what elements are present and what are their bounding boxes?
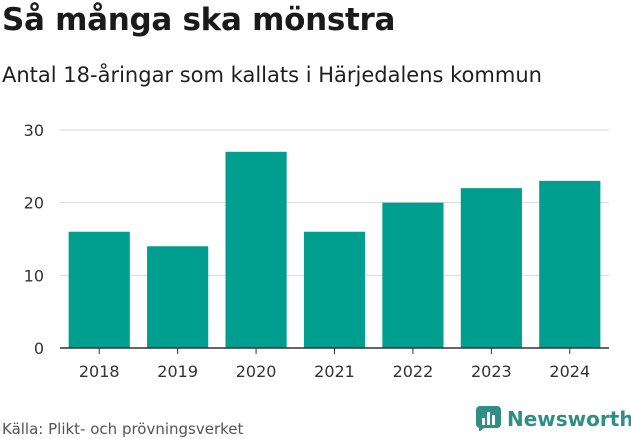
y-tick-label: 20 bbox=[24, 194, 44, 213]
x-tick-label: 2023 bbox=[471, 362, 512, 381]
newsworthy-logo-icon bbox=[476, 406, 501, 431]
bar-2018 bbox=[68, 231, 130, 348]
x-tick-label: 2022 bbox=[393, 362, 434, 381]
bar-chart: 0 10 20 30 2018 2019 2020 2021 2022 2023 2024 bbox=[24, 121, 609, 381]
y-tick-label: 30 bbox=[24, 121, 44, 140]
bar-2019 bbox=[147, 246, 209, 348]
bar-2021 bbox=[303, 231, 366, 348]
source-note: Källa: Plikt- och prövningsverket bbox=[2, 420, 244, 438]
chart-subtitle: Antal 18-åringar som kallats i Härjedale… bbox=[2, 63, 542, 87]
bar-2023 bbox=[460, 188, 522, 348]
x-tick-label: 2024 bbox=[549, 362, 590, 381]
y-tick-label: 10 bbox=[24, 266, 44, 285]
bar-2024 bbox=[539, 180, 601, 348]
x-tick-label: 2019 bbox=[157, 362, 198, 381]
bar-2022 bbox=[382, 202, 444, 348]
x-tick-label: 2021 bbox=[314, 362, 355, 381]
chart-title: Så många ska mönstra bbox=[2, 2, 396, 38]
brand-logo: Newsworthy bbox=[476, 406, 631, 431]
brand-name: Newsworthy bbox=[507, 406, 631, 431]
bar-2020 bbox=[225, 151, 287, 348]
x-tick-label: 2018 bbox=[79, 362, 120, 381]
y-tick-label: 0 bbox=[34, 339, 44, 358]
x-tick-label: 2020 bbox=[236, 362, 277, 381]
